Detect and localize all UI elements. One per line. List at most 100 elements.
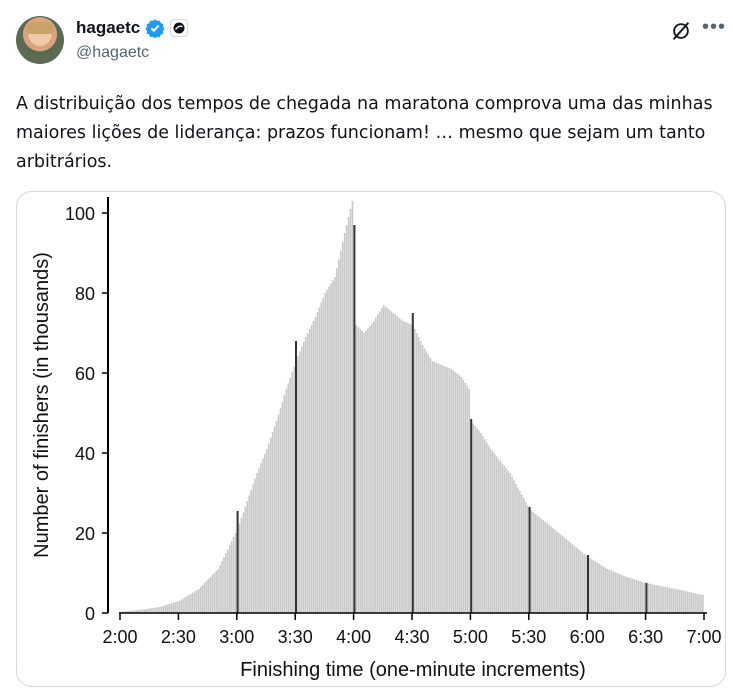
bar (131, 610, 134, 613)
bar (495, 456, 498, 613)
bar (635, 580, 638, 613)
bar (657, 585, 659, 613)
bar (149, 608, 151, 613)
bar (318, 307, 321, 613)
bar (700, 594, 702, 613)
bar (421, 345, 424, 613)
bar (624, 576, 626, 613)
bar (604, 567, 607, 613)
bar (302, 341, 305, 613)
bar (256, 473, 258, 613)
bar (160, 606, 163, 613)
bar (281, 401, 284, 613)
bar (234, 533, 237, 613)
bar (176, 601, 179, 613)
bar (266, 449, 268, 613)
bar (156, 607, 159, 613)
bar (694, 593, 696, 613)
bar (435, 362, 437, 613)
bar (304, 337, 307, 613)
bar (415, 333, 418, 613)
bar (626, 577, 628, 613)
bar (334, 277, 336, 613)
bar (190, 593, 192, 613)
author-name[interactable]: hagaetc (76, 18, 141, 37)
bar (441, 365, 443, 613)
bar (522, 498, 525, 613)
bar (667, 587, 669, 613)
bar (419, 341, 422, 613)
bar (316, 312, 319, 613)
bar (509, 473, 511, 613)
bar (404, 321, 406, 613)
y-tick-label: 0 (85, 604, 95, 624)
bar (197, 589, 200, 613)
bar (567, 541, 570, 613)
bar (244, 506, 247, 613)
bar (264, 453, 266, 613)
bar (369, 325, 371, 613)
bar (643, 582, 646, 613)
x-tick-label: 6:00 (570, 627, 605, 647)
bar (431, 361, 434, 613)
bar (505, 468, 508, 613)
bar (330, 283, 332, 613)
bar (285, 389, 288, 613)
bar (246, 501, 249, 613)
bar (232, 537, 235, 613)
bar (396, 316, 399, 613)
x-tick-label: 5:30 (511, 627, 546, 647)
bar (168, 604, 171, 613)
bar (558, 533, 560, 613)
more-icon[interactable]: ••• (702, 16, 727, 38)
bar (371, 323, 373, 613)
bar (565, 539, 568, 613)
affiliate-badge-icon[interactable] (170, 19, 189, 37)
bar (262, 458, 264, 613)
avatar[interactable] (16, 16, 64, 64)
bar (454, 372, 457, 613)
bar (536, 515, 539, 613)
author-row: hagaetc (76, 18, 189, 38)
bar (561, 536, 564, 613)
bar (390, 311, 393, 613)
bar (312, 321, 315, 613)
bar (698, 594, 700, 613)
author-handle[interactable]: @hagaetc (76, 44, 150, 61)
bar (242, 512, 245, 613)
bar (375, 317, 377, 613)
grok-icon[interactable] (670, 20, 692, 42)
bar (178, 601, 180, 613)
bar (476, 428, 478, 613)
y-tick-label: 20 (75, 524, 95, 544)
tweet-media[interactable]: 0 20 40 60 80 100 2:00 2:30 3:00 3:30 4:00 4:30 5:0… (16, 191, 726, 687)
bar (515, 483, 517, 613)
bars-group (120, 201, 704, 614)
finishing-time-chart: 0 20 40 60 80 100 2:00 2:30 3:00 3:30 4:00 4:30 5:0… (31, 197, 722, 681)
tweet-text: A distribuição dos tempos de chegada na … (16, 94, 713, 172)
bar (310, 325, 313, 613)
bar (238, 523, 241, 613)
bar (283, 395, 286, 613)
affiliate-logo-icon (173, 22, 185, 34)
bar (542, 520, 545, 613)
bar (670, 588, 673, 613)
bar (581, 552, 583, 613)
bar (271, 432, 274, 613)
bar (398, 317, 400, 613)
bar (207, 579, 210, 613)
bar (631, 578, 634, 613)
bar (127, 611, 130, 613)
bar (322, 297, 325, 613)
bar (538, 517, 541, 613)
bar (320, 302, 323, 613)
bar (361, 331, 363, 613)
bar (341, 241, 344, 614)
bar (618, 573, 620, 613)
bar (147, 608, 149, 613)
bar (192, 592, 194, 613)
bar (676, 589, 679, 613)
bar (306, 333, 309, 613)
bar (649, 583, 652, 613)
bar (180, 599, 182, 613)
